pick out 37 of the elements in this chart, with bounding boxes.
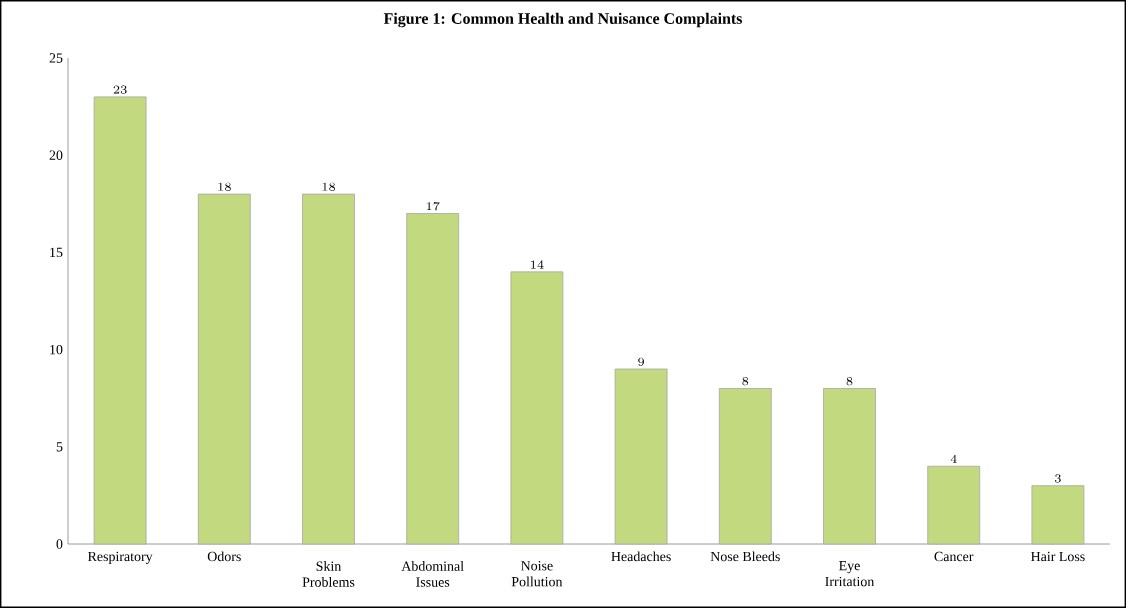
data-label: 8 [742, 377, 749, 386]
y-tick-label: 5 [56, 442, 63, 452]
bar [302, 193, 355, 545]
data-label: 4 [950, 454, 957, 463]
data-label: 14 [531, 260, 544, 269]
data-label: 23 [113, 85, 127, 94]
data-label: 9 [638, 357, 644, 366]
data-label: 3 [1055, 474, 1061, 483]
y-tick-label: 20 [49, 150, 63, 160]
data-label: 17 [426, 202, 440, 211]
bar [718, 388, 772, 545]
data-label: 18 [218, 182, 231, 191]
y-tick-label: 25 [49, 53, 63, 63]
data-label: 18 [322, 182, 336, 191]
x-tick-label: Headaches [611, 551, 671, 562]
x-tick-label: Nose Bleeds [710, 551, 780, 562]
bar [93, 96, 147, 545]
x-tick-label: Respiratory [87, 551, 153, 565]
bar [406, 213, 460, 545]
data-label: 8 [846, 377, 853, 386]
chart-title: Figure 1: Common Health and Nuisance Complaints [383, 12, 743, 28]
x-tick-label: Skin Problems [302, 561, 355, 587]
y-tick-label: 0 [56, 539, 63, 549]
bar [614, 368, 668, 545]
x-tick-label: Hair Loss [1031, 551, 1085, 562]
x-tick-label: Odors [207, 551, 241, 562]
x-tick-label: Cancer [934, 551, 974, 562]
y-tick-label: 10 [50, 344, 63, 355]
bar [1031, 485, 1085, 545]
x-tick-label: Abdominal Issues [401, 561, 464, 587]
bar [510, 271, 564, 545]
y-tick-label: 15 [50, 247, 63, 258]
bar [197, 193, 251, 545]
x-tick-label: Eye Irritation [825, 561, 875, 587]
x-tick-label: Noise Pollution [511, 561, 563, 587]
bar [927, 465, 981, 545]
bar [823, 388, 876, 545]
